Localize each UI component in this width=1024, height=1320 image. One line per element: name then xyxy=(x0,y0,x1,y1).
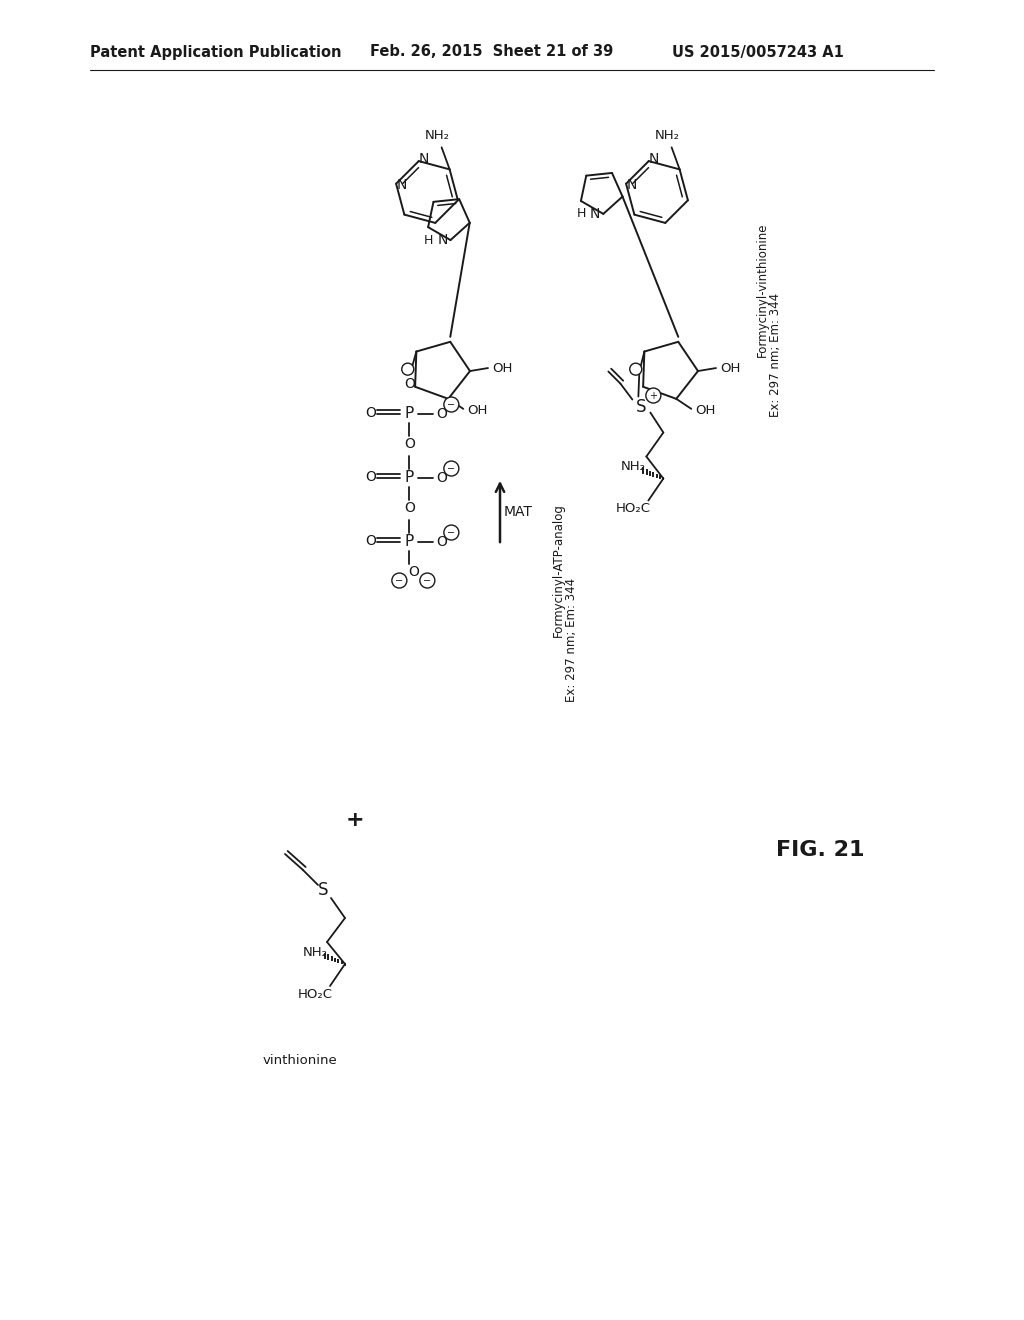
Text: N: N xyxy=(590,207,600,220)
Text: NH₂: NH₂ xyxy=(655,129,680,141)
Circle shape xyxy=(392,573,407,587)
Circle shape xyxy=(401,363,414,375)
Text: Patent Application Publication: Patent Application Publication xyxy=(90,45,341,59)
Text: O: O xyxy=(365,533,376,548)
Text: MAT: MAT xyxy=(504,506,532,519)
Text: O: O xyxy=(403,376,415,391)
Text: O: O xyxy=(408,565,419,578)
Circle shape xyxy=(630,363,642,375)
Text: H: H xyxy=(424,234,433,247)
Text: S: S xyxy=(636,397,646,416)
Text: N: N xyxy=(419,152,429,166)
Text: HO₂C: HO₂C xyxy=(615,502,651,515)
Text: P: P xyxy=(404,407,414,421)
Text: NH₂: NH₂ xyxy=(621,461,646,473)
Circle shape xyxy=(443,461,459,477)
Text: −: − xyxy=(447,528,456,537)
Text: OH: OH xyxy=(720,362,740,375)
Text: Ex: 297 nm; Em: 344: Ex: 297 nm; Em: 344 xyxy=(769,293,782,417)
Circle shape xyxy=(420,573,435,587)
Text: OH: OH xyxy=(467,404,487,417)
Text: OH: OH xyxy=(492,362,512,375)
Circle shape xyxy=(646,388,660,403)
Text: S: S xyxy=(317,880,329,899)
Text: O: O xyxy=(365,405,376,420)
Circle shape xyxy=(443,397,459,412)
Text: −: − xyxy=(447,400,456,409)
Text: US 2015/0057243 A1: US 2015/0057243 A1 xyxy=(672,45,844,59)
Text: O: O xyxy=(436,470,446,484)
Text: N: N xyxy=(627,178,637,191)
Text: O: O xyxy=(365,470,376,483)
Text: O: O xyxy=(436,407,446,421)
Text: +: + xyxy=(649,391,657,400)
Text: Ex: 297 nm; Em: 344: Ex: 297 nm; Em: 344 xyxy=(565,578,579,702)
Text: −: − xyxy=(423,576,431,586)
Text: H: H xyxy=(577,207,586,220)
Text: Formycinyl-ATP-analog: Formycinyl-ATP-analog xyxy=(552,503,564,638)
Text: FIG. 21: FIG. 21 xyxy=(776,840,864,861)
Text: NH₂: NH₂ xyxy=(425,129,451,141)
Text: P: P xyxy=(404,535,414,549)
Text: O: O xyxy=(436,535,446,549)
Circle shape xyxy=(443,525,459,540)
Text: Feb. 26, 2015  Sheet 21 of 39: Feb. 26, 2015 Sheet 21 of 39 xyxy=(370,45,613,59)
Text: O: O xyxy=(403,500,415,515)
Text: N: N xyxy=(397,178,408,191)
Text: NH₂: NH₂ xyxy=(302,945,328,958)
Text: vinthionine: vinthionine xyxy=(262,1053,337,1067)
Text: P: P xyxy=(404,470,414,484)
Text: Formycinyl-vinthionine: Formycinyl-vinthionine xyxy=(756,223,768,358)
Text: N: N xyxy=(437,234,447,247)
Text: HO₂C: HO₂C xyxy=(298,987,333,1001)
Text: O: O xyxy=(403,437,415,450)
Text: OH: OH xyxy=(695,404,716,417)
Text: +: + xyxy=(346,810,365,830)
Text: −: − xyxy=(447,463,456,474)
Text: N: N xyxy=(648,152,658,166)
Text: −: − xyxy=(395,576,403,586)
